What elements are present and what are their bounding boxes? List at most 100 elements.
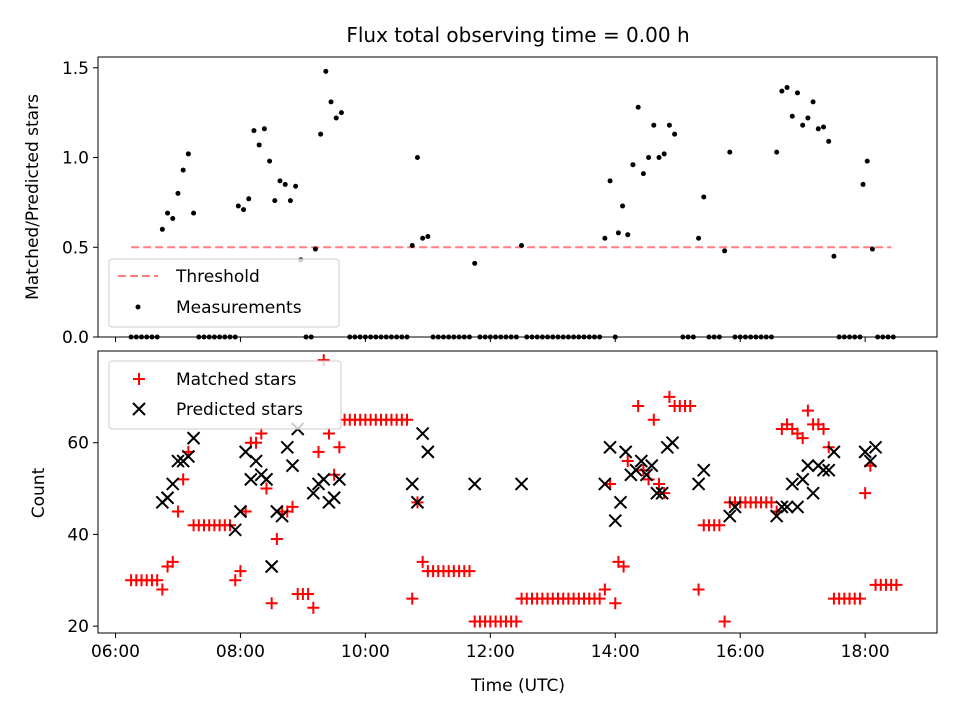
top-y-tick-label: 0.0 — [62, 328, 89, 348]
predicted-star-point — [608, 513, 622, 528]
threshold-legend-label: Threshold — [175, 267, 260, 287]
matched-star-point — [642, 473, 655, 486]
matched-star-point — [322, 427, 335, 440]
measurement-point — [620, 203, 626, 209]
measurement-point — [661, 151, 667, 157]
measurement-point — [277, 178, 283, 184]
predicted-star-point — [801, 458, 815, 473]
measurement-point — [165, 210, 171, 216]
predicted-star-point — [275, 509, 289, 523]
predicted-star-point — [259, 472, 274, 487]
matched-star-point — [151, 574, 164, 587]
predicted-star-point — [181, 449, 196, 464]
matched-star-point — [859, 487, 872, 500]
measurement-point — [323, 68, 329, 74]
predicted-star-point — [691, 477, 706, 491]
measurement-point — [789, 113, 795, 119]
measurement-point — [472, 260, 478, 266]
predicted-star-point — [166, 477, 180, 491]
matched-star-point — [692, 583, 705, 596]
bottom-axes-frame — [97, 350, 938, 634]
predicted-star-point — [697, 463, 711, 477]
predicted-star-point — [650, 486, 664, 500]
predicted-star-point — [171, 454, 185, 468]
bottom-x-tick-label: 06:00 — [91, 642, 140, 662]
matched-star-point — [609, 597, 622, 610]
measurement-point — [409, 242, 415, 248]
predicted-star-point — [655, 486, 669, 500]
measurement-point — [810, 99, 816, 105]
bottom-panel: 20 40 60 06:00 08:00 10:00 12:00 14:00 16:00 18:… — [29, 350, 938, 696]
top-legend-box — [108, 258, 340, 328]
measurement-point — [425, 233, 431, 239]
top-y-ticks: 0.0 0.5 1.0 1.5 — [62, 59, 98, 348]
measurement-point — [519, 242, 525, 248]
matched-star-point — [632, 400, 645, 413]
measurement-point — [615, 230, 621, 236]
predicted-star-point — [421, 445, 435, 459]
measurement-point — [666, 122, 672, 128]
bottom-x-tick-label: 10:00 — [341, 642, 390, 662]
measurement-point — [701, 194, 707, 200]
top-y-tick-label: 1.5 — [62, 59, 89, 79]
matched-star-point — [617, 560, 630, 573]
predicted-star-point — [618, 445, 633, 459]
measurement-point — [826, 138, 832, 144]
measurement-point — [779, 88, 785, 94]
predicted-star-point — [603, 440, 617, 455]
measurement-point — [805, 115, 811, 121]
predicted-star-point — [613, 495, 628, 510]
measurement-point — [287, 198, 293, 204]
predicted-star-point — [785, 477, 799, 491]
matched-star-point — [718, 615, 731, 628]
predicted-star-point — [410, 495, 425, 510]
predicted-star-point — [264, 559, 279, 574]
matched-star-point — [265, 597, 278, 610]
matched-star-point — [255, 427, 268, 440]
matched-star-point — [234, 565, 247, 578]
measurement-point — [180, 167, 186, 173]
predicted-star-point — [629, 463, 643, 477]
top-y-axis-label: Matched/Predicted stars — [23, 94, 43, 300]
predicted-star-point — [822, 463, 836, 477]
matched-star-point — [647, 413, 660, 426]
measurement-point — [318, 131, 324, 137]
matched-star-point — [713, 519, 726, 532]
measurement-point — [175, 190, 181, 196]
predicted-star-point — [827, 445, 841, 459]
matched-star-point — [270, 533, 283, 545]
x-axis-label: Time (UTC) — [470, 676, 565, 696]
matched-star-point — [890, 578, 903, 591]
measurement-point — [241, 207, 247, 213]
matched-star-point — [307, 601, 320, 614]
matched-star-point — [333, 441, 346, 454]
measurement-point — [293, 183, 299, 189]
measurement-point — [869, 246, 875, 252]
measurement-point — [815, 126, 821, 132]
top-axes-frame — [97, 56, 938, 338]
predicted-star-point — [728, 500, 742, 514]
measurement-point — [656, 155, 662, 161]
bottom-y-tick-label: 20 — [67, 617, 89, 637]
measurement-point — [602, 235, 608, 241]
matched-star-point — [658, 487, 671, 500]
matched-star-point — [286, 500, 299, 513]
measurement-point — [625, 232, 631, 238]
matched-star-point — [171, 505, 184, 518]
bottom-x-tick-label: 12:00 — [466, 642, 515, 662]
predicted-legend-label: Predicted stars — [176, 400, 303, 420]
matched-star-point — [621, 455, 634, 468]
measurement-point — [272, 198, 278, 204]
predicted-star-point — [415, 426, 430, 441]
matched-star-point — [796, 432, 809, 445]
measurement-point — [727, 149, 733, 155]
matched-legend-label: Matched stars — [176, 370, 296, 390]
matched-star-point — [416, 555, 429, 568]
matched-star-point — [598, 583, 611, 596]
predicted-star-point — [249, 454, 263, 468]
predicted-star-point — [332, 472, 347, 487]
predicted-star-point — [868, 440, 883, 455]
predicted-star-point — [645, 458, 659, 473]
measurement-point — [420, 235, 426, 241]
measurement-point — [635, 104, 641, 110]
